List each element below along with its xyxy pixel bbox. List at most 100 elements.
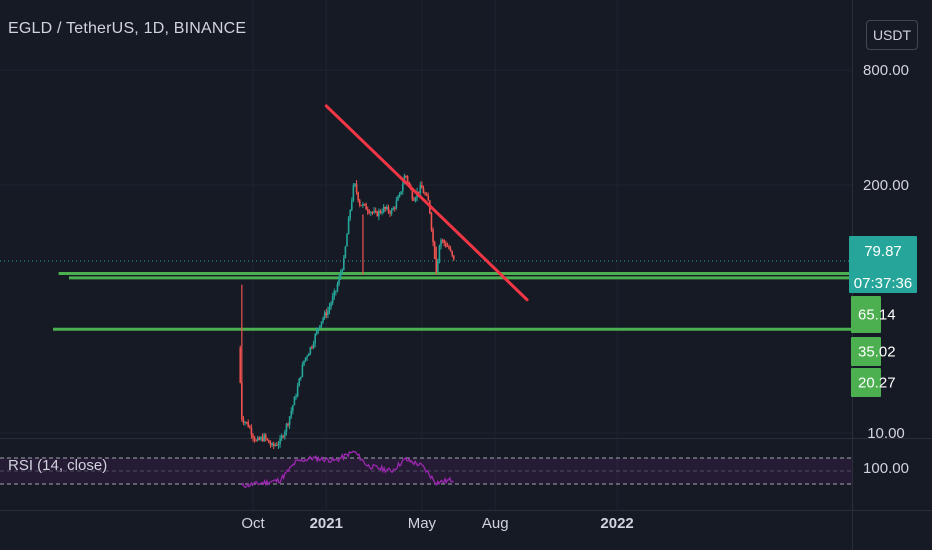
candle-body (285, 423, 288, 432)
candle-body (330, 302, 332, 307)
candle-body (422, 188, 425, 194)
candle-body (245, 422, 248, 424)
support-lines (0, 260, 852, 331)
candle-body (390, 210, 393, 214)
candle-body (438, 245, 441, 261)
candle-body (452, 255, 455, 260)
candle-body (381, 212, 383, 214)
candle-body (358, 200, 361, 206)
candle-body (441, 240, 444, 242)
candle-body (414, 197, 417, 201)
candle-body (298, 378, 301, 387)
last-price-badge: 79.87 (864, 243, 902, 260)
candle-body (341, 269, 344, 274)
candle-body (451, 250, 453, 256)
candle-body (247, 422, 250, 427)
rsi-line (241, 450, 454, 489)
candle-body (263, 434, 265, 441)
candle-body (268, 439, 270, 444)
candle-body (244, 422, 246, 424)
candle-body (335, 290, 337, 292)
candle-body (427, 195, 430, 201)
candle-body (349, 210, 351, 219)
candle-body (293, 396, 296, 406)
candle-body (261, 437, 264, 441)
time-axis-label: Oct (241, 515, 265, 532)
candle-body (323, 312, 326, 319)
candle-body (292, 405, 294, 411)
candle-body (307, 353, 310, 357)
candle-body (362, 204, 364, 206)
level-badge-bg (851, 296, 881, 333)
candle-body (432, 229, 434, 243)
candle-body (449, 248, 452, 251)
candle-body (401, 184, 404, 192)
chart-title[interactable]: EGLD / TetherUS, 1D, BINANCE (8, 20, 247, 37)
candle-body (260, 437, 262, 440)
candle-body (374, 210, 377, 212)
candle-body (255, 440, 257, 442)
axes: 2400.00800.00200.0010.00100.00Oct2021May… (241, 62, 909, 532)
candle-body (373, 210, 375, 213)
rsi-pane (0, 450, 852, 489)
candle-body (311, 347, 313, 349)
candle-body (271, 443, 273, 446)
candle-body (336, 284, 339, 291)
level-badge: 20.27 (858, 375, 896, 392)
candle-body (440, 240, 442, 246)
candle-body (424, 193, 426, 195)
candle-body (411, 189, 414, 200)
candle-body (296, 386, 299, 397)
candle-body (319, 325, 321, 328)
last-price-badge-bg (849, 236, 917, 293)
price-axis-label: 200.00 (863, 177, 909, 194)
candle-body (303, 360, 305, 366)
candle-body (445, 243, 447, 247)
candle-body (264, 434, 267, 439)
candle-body (279, 438, 281, 445)
candle-body (322, 318, 324, 322)
candle-body (413, 199, 415, 201)
candle-body (448, 246, 450, 249)
candle-body (325, 312, 328, 316)
candle-body (446, 246, 449, 248)
level-badge-bg (851, 368, 881, 397)
candle-body (363, 204, 366, 206)
candle-body (384, 206, 387, 209)
candle-body (419, 185, 422, 193)
candle-body (333, 291, 336, 297)
price-axis-label: 800.00 (863, 62, 909, 79)
candle-body (394, 207, 396, 209)
candle-body (249, 426, 251, 429)
level-badge: 35.02 (858, 344, 896, 361)
candle-body (355, 183, 358, 193)
candle-body (421, 185, 423, 189)
trendline-layer (324, 104, 529, 302)
candle-body (282, 436, 285, 438)
level-badge-bg (851, 337, 881, 366)
time-axis-label: 2021 (310, 515, 343, 532)
candle-body (368, 211, 371, 214)
candle-body (280, 436, 283, 439)
candle-body (366, 209, 369, 212)
candle-body (378, 210, 380, 217)
candle-body (417, 191, 420, 193)
currency-button[interactable]: USDT (866, 20, 918, 50)
candle-body (386, 206, 388, 209)
candle-body (272, 443, 275, 446)
candle-body (430, 212, 433, 230)
candle-body (301, 365, 304, 377)
candle-body (290, 410, 293, 417)
candles (239, 173, 455, 450)
rsi-indicator-label[interactable]: RSI (14, close) (8, 457, 108, 474)
candle-body (382, 206, 385, 213)
candle-body (256, 437, 259, 441)
candle-body (339, 273, 342, 277)
candle-body (376, 211, 379, 217)
rsi-axis-label: 100.00 (863, 460, 909, 477)
price-badges: 79.87 07:37:36 65.14 35.02 20.27 (849, 236, 917, 397)
level-badge: 65.14 (858, 307, 896, 324)
candle-body (242, 419, 245, 423)
